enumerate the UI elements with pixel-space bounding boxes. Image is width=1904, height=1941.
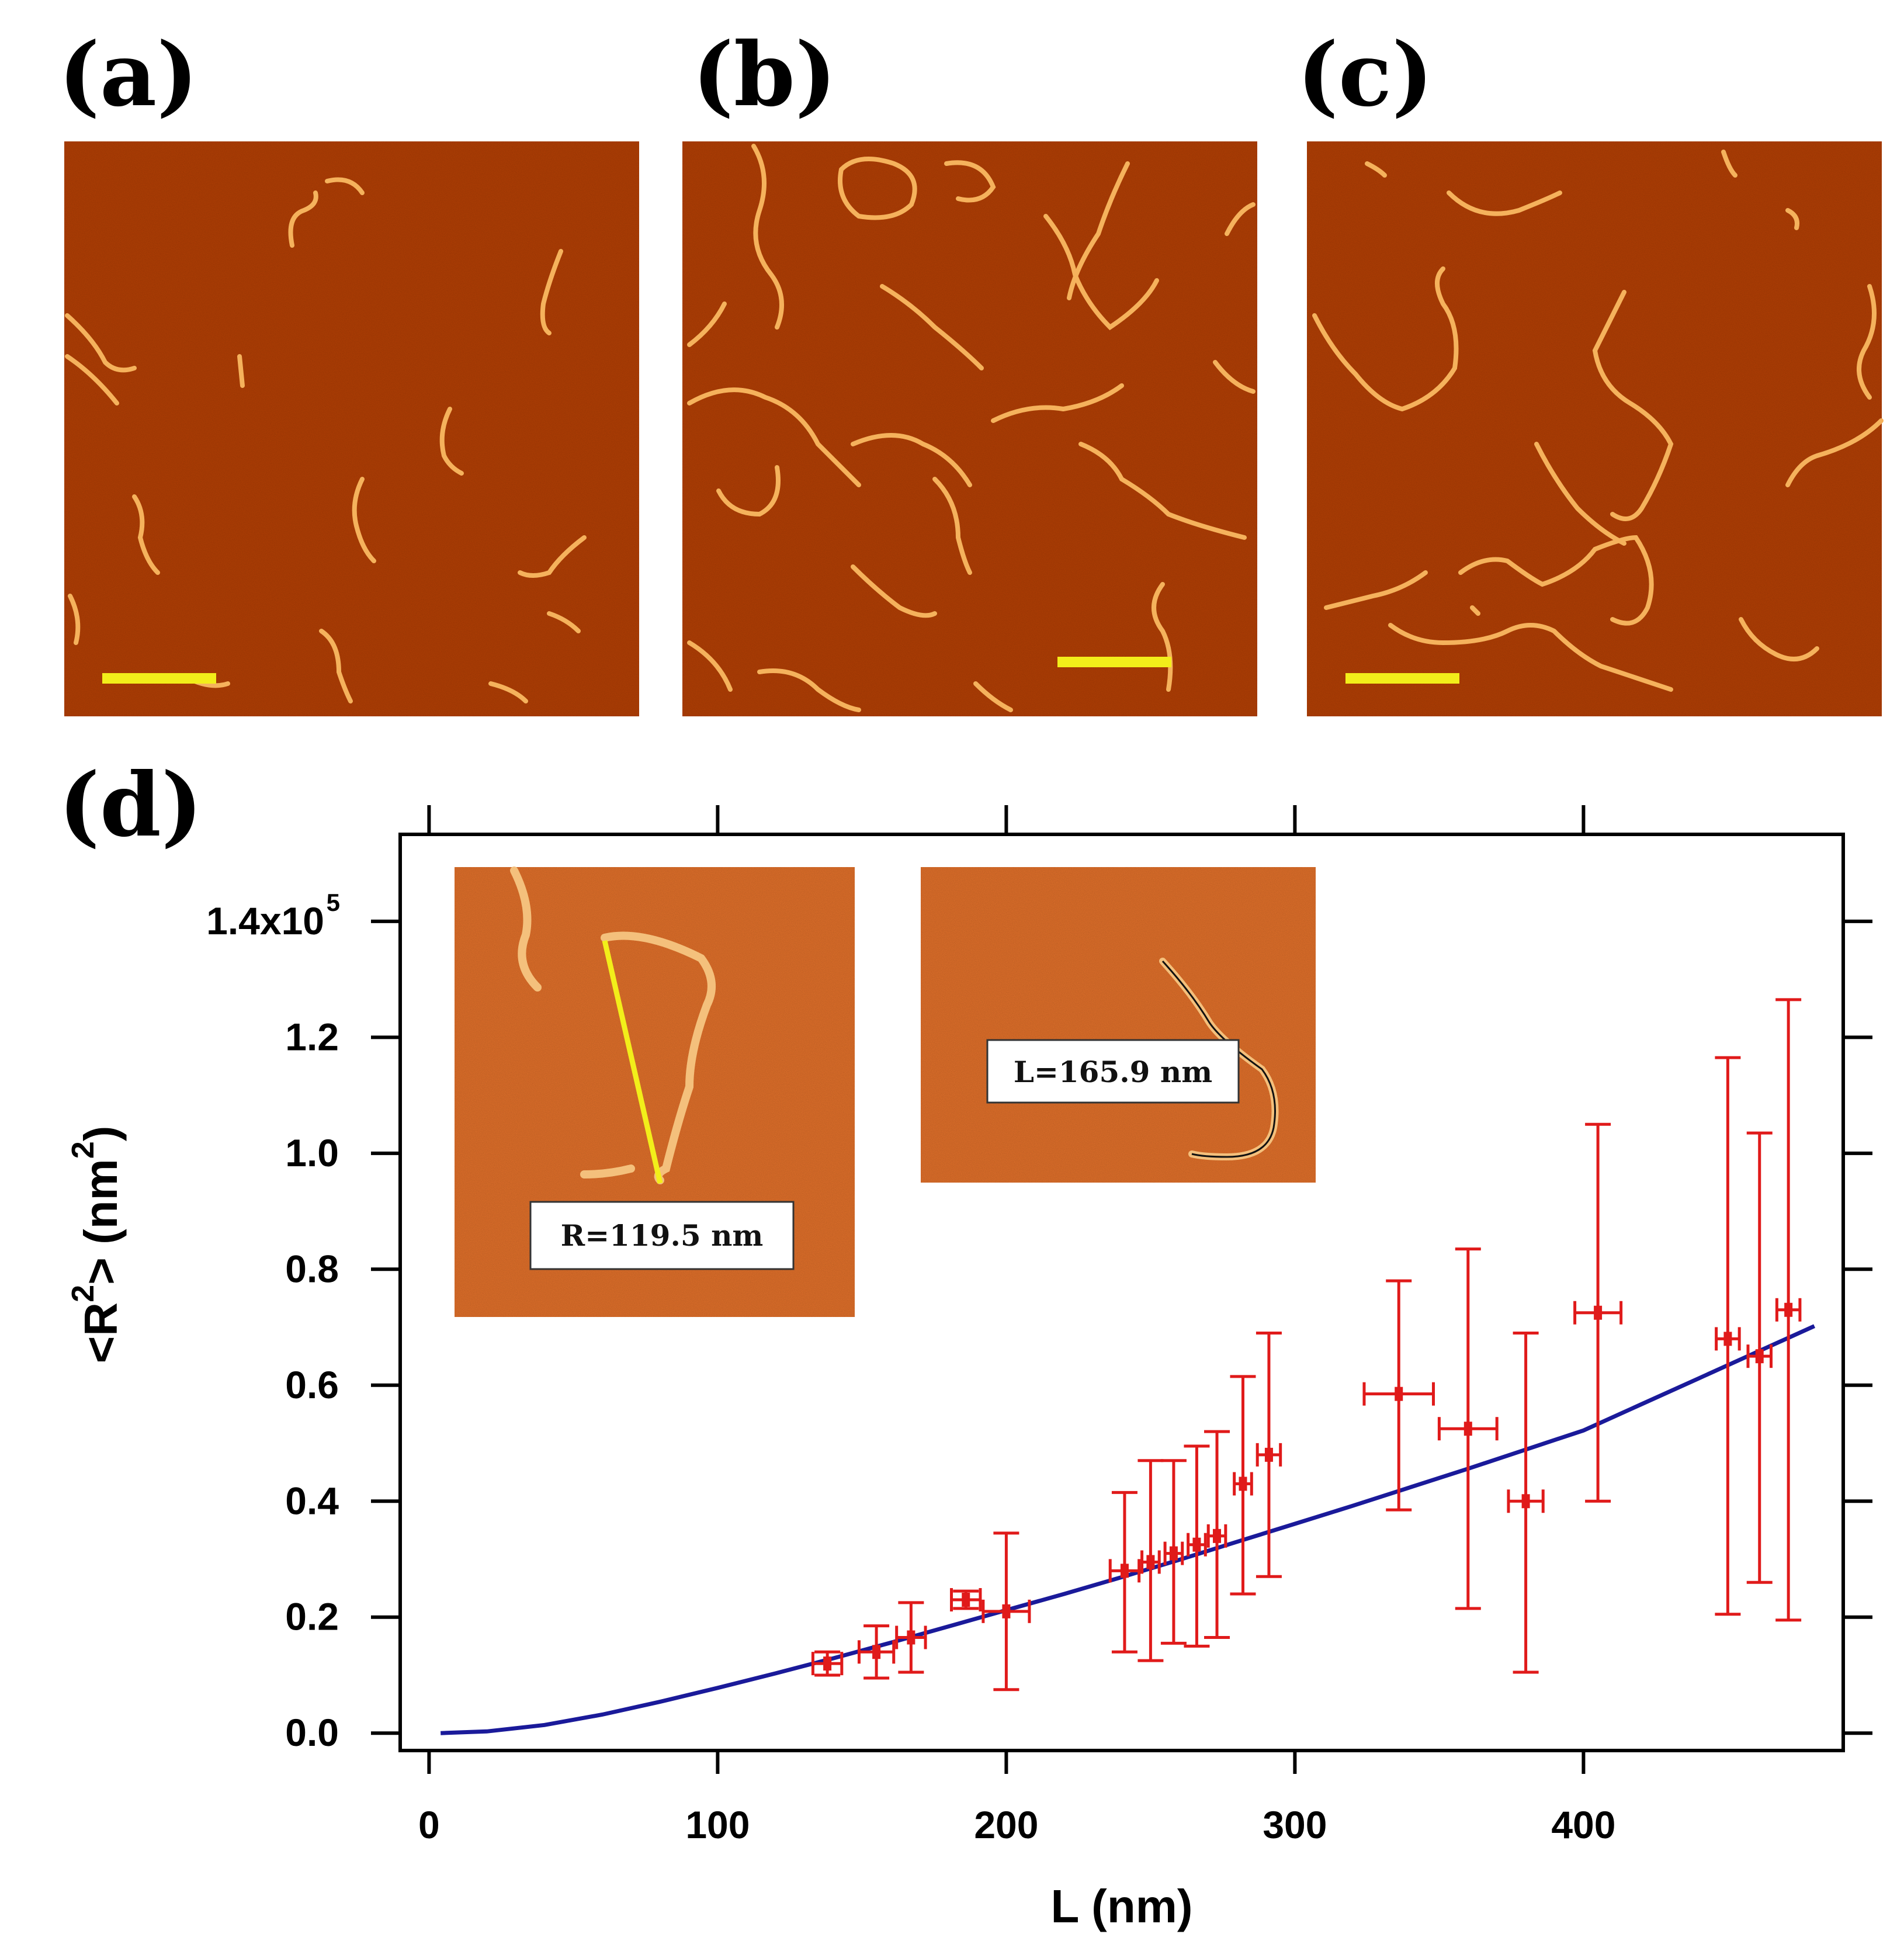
data-point	[1573, 1122, 1623, 1503]
y-title-sup1: 2	[65, 1285, 100, 1302]
marker	[1594, 1305, 1603, 1320]
data-points	[811, 998, 1802, 1692]
data-point	[1746, 1131, 1773, 1584]
panel-label-c: (c)	[1297, 23, 1433, 126]
panel-label-d: (d)	[58, 754, 203, 857]
dna-strands-a	[65, 177, 587, 703]
chart-d: 0 100 200 300 400 0.0 0.2 0.4 0.6 0.8 1.0 1.2 1.4x1…	[65, 805, 1872, 1932]
marker	[1169, 1546, 1178, 1561]
inset-end-to-end-distance: R=119.5 nm	[455, 866, 855, 1317]
data-point	[1437, 1247, 1499, 1610]
x-tick-label: 300	[1263, 1803, 1327, 1846]
data-point	[1204, 1430, 1230, 1639]
data-point	[1507, 1331, 1545, 1674]
data-point	[1230, 1375, 1256, 1596]
afm-image-b	[682, 141, 1257, 716]
y-tick-label: 0.8	[285, 1247, 339, 1290]
data-point	[1715, 1056, 1741, 1616]
data-point	[1184, 1444, 1210, 1648]
fit-line	[441, 1324, 1816, 1735]
y-tick-label: 0.0	[285, 1711, 339, 1754]
y-tick-label: 1.4x10	[206, 899, 324, 942]
marker	[1213, 1528, 1222, 1543]
inset-label-box-right	[986, 1039, 1240, 1104]
inset-dna-strand-left	[510, 866, 716, 1184]
data-point	[857, 1624, 896, 1680]
y-axis-right	[1843, 919, 1872, 1735]
data-point	[1256, 1331, 1282, 1578]
marker	[1146, 1555, 1155, 1569]
marker	[1395, 1387, 1403, 1401]
data-point	[1137, 1459, 1164, 1662]
panel-label-b: (b)	[692, 23, 837, 126]
marker	[1120, 1564, 1129, 1578]
data-point	[1362, 1279, 1435, 1512]
y-tick-label: 0.2	[285, 1595, 339, 1638]
data-point	[1108, 1491, 1141, 1654]
marker	[1784, 1302, 1793, 1317]
y-tick-labels: 0.0 0.2 0.4 0.6 0.8 1.0 1.2 1.4x10 5	[206, 889, 340, 1754]
scale-bar-c	[1345, 673, 1459, 684]
x-tick-label: 200	[974, 1803, 1038, 1846]
x-axis-bottom	[427, 1751, 1586, 1774]
marker	[1723, 1332, 1732, 1346]
marker	[823, 1656, 832, 1671]
marker	[1239, 1476, 1247, 1491]
x-axis-top	[427, 805, 1586, 834]
marker	[872, 1645, 881, 1659]
marker	[1521, 1494, 1530, 1509]
inset-label-box-left	[529, 1201, 795, 1270]
data-point	[895, 1601, 927, 1674]
afm-image-c	[1307, 141, 1884, 716]
inset-label-r: R=119.5 nm	[561, 1218, 764, 1253]
scale-bar-b	[1057, 657, 1171, 667]
dna-strands-b	[687, 144, 1256, 712]
marker	[1463, 1422, 1472, 1436]
y-title-suffix: )	[75, 1126, 127, 1142]
y-tick-label: 0.4	[285, 1479, 339, 1522]
contour-trace	[1161, 960, 1276, 1158]
scale-bar-a	[102, 673, 216, 684]
x-axis-title: L (nm)	[1051, 1880, 1193, 1932]
marker	[1192, 1537, 1201, 1552]
dna-strands-c	[1312, 150, 1884, 692]
y-title-prefix: <R	[75, 1302, 127, 1364]
marker	[1264, 1447, 1273, 1462]
data-point	[1160, 1459, 1187, 1645]
x-tick-label: 100	[685, 1803, 750, 1846]
x-tick-label: 400	[1551, 1803, 1615, 1846]
afm-image-a	[64, 141, 639, 716]
y-tick-label: 1.0	[285, 1131, 339, 1174]
y-axis-left	[371, 919, 400, 1735]
y-tick-label: 0.6	[285, 1363, 339, 1406]
inset-contour-length: L=165.9 nm	[921, 867, 1316, 1183]
data-point	[811, 1650, 844, 1677]
inset-label-l: L=165.9 nm	[1014, 1055, 1212, 1089]
y-axis-title: <R2> (nm2)	[65, 1126, 127, 1364]
y-title-middle: > (nm	[75, 1159, 127, 1285]
data-point	[982, 1531, 1031, 1692]
x-tick-labels: 0 100 200 300 400	[418, 1803, 1615, 1846]
data-point	[950, 1588, 982, 1611]
panel-label-a: (a)	[58, 23, 198, 126]
end-to-end-line	[602, 940, 663, 1184]
plot-frame	[398, 833, 1845, 1752]
y-tick-label: 1.2	[285, 1015, 339, 1058]
marker	[907, 1630, 915, 1645]
y-title-sup2: 2	[65, 1141, 100, 1159]
x-tick-label: 0	[418, 1803, 440, 1846]
marker	[1755, 1349, 1764, 1364]
data-point	[1775, 998, 1802, 1622]
marker	[962, 1592, 970, 1607]
y-tick-exponent: 5	[327, 889, 340, 916]
marker	[1002, 1604, 1011, 1618]
